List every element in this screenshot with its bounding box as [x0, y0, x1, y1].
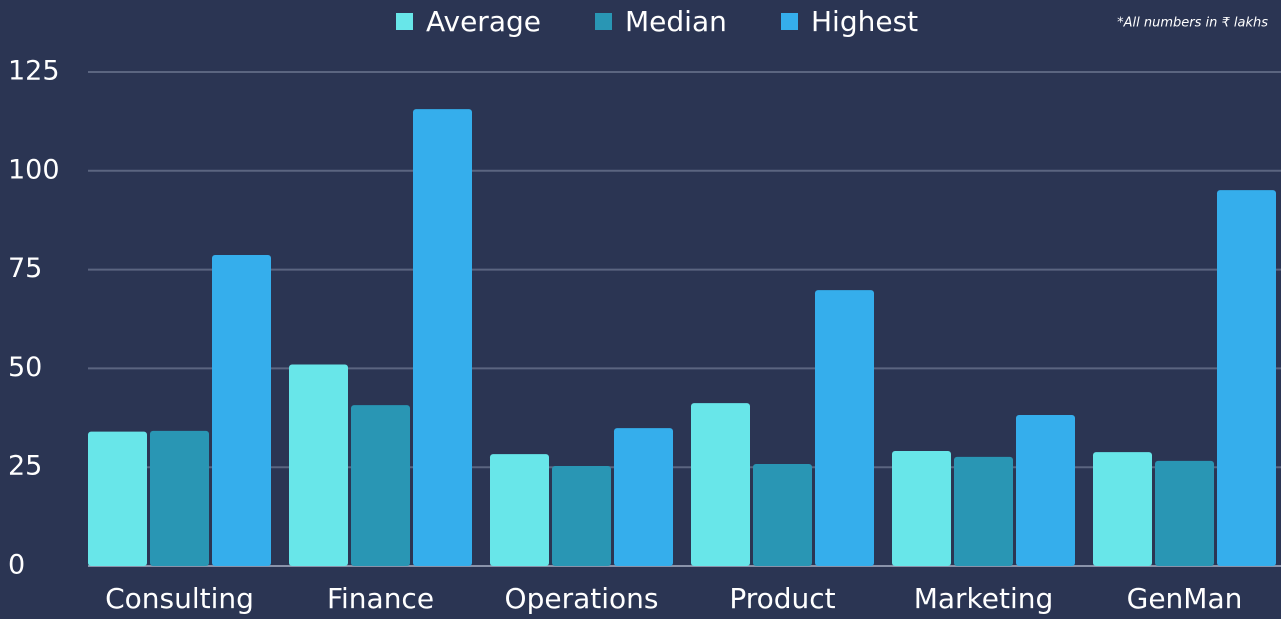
bar [954, 456, 1013, 566]
bar [150, 430, 209, 566]
legend-swatch [781, 13, 798, 30]
annotation: *All numbers in ₹ lakhs [1117, 16, 1268, 31]
x-tick-label: Product [729, 582, 835, 615]
y-tick-label: 75 [8, 253, 42, 284]
x-tick-label: Consulting [105, 582, 254, 615]
legend-label: Average [426, 5, 541, 38]
bar [490, 454, 549, 566]
bar [1093, 452, 1152, 566]
bar [413, 109, 472, 566]
legend-label: Median [625, 5, 727, 38]
bar [892, 450, 951, 566]
x-tick-label: Finance [327, 582, 434, 615]
legend-label: Highest [811, 5, 918, 38]
legend-swatch [396, 13, 413, 30]
bar [691, 403, 750, 566]
bar [552, 466, 611, 566]
y-tick-label: 25 [8, 451, 42, 482]
bar [1217, 190, 1276, 566]
bar [1155, 460, 1214, 566]
x-tick-label: GenMan [1127, 582, 1243, 615]
y-tick-label: 0 [8, 550, 25, 581]
bar [614, 428, 673, 566]
legend-swatch [595, 13, 612, 30]
bar [1016, 415, 1075, 566]
x-tick-label: Operations [505, 582, 659, 615]
bar [212, 254, 271, 566]
bar [815, 290, 874, 566]
bar [88, 431, 147, 566]
bar [753, 464, 812, 566]
y-tick-label: 100 [8, 154, 60, 185]
y-tick-label: 50 [8, 352, 42, 383]
bar [351, 405, 410, 566]
bar [289, 364, 348, 566]
x-tick-label: Marketing [914, 582, 1054, 615]
y-tick-label: 125 [8, 56, 60, 87]
